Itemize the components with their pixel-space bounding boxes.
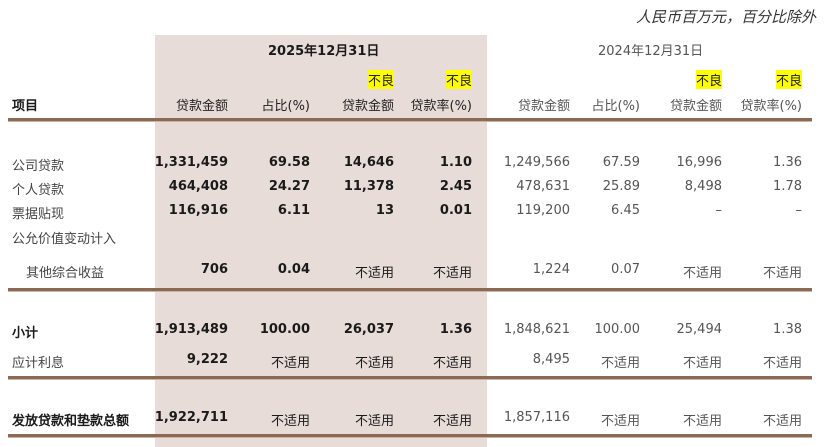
table-cell: 9,222 [186,352,228,367]
table-cell: 100.00 [594,322,641,337]
table-cell: 8,495 [532,352,570,367]
header-col: 占比(%) [261,99,311,114]
table-cell: 24.27 [268,179,310,194]
table-cell: 16,996 [676,155,723,170]
table-cell: 1.78 [773,179,802,194]
subtotal-rule [8,376,812,380]
table-cell: 0.07 [611,262,640,277]
table-cell: 2.45 [439,179,472,194]
table-cell: 1.10 [439,155,472,170]
row-label: 发放贷款和垫款总额 [12,414,130,429]
table-cell: 不适用 [432,356,472,371]
header-col: 贷款金额 [517,99,570,114]
header-item: 项目 [12,99,39,114]
table-cell: 25.89 [602,179,640,194]
table-cell: 不适用 [354,266,394,281]
table-cell: 1,331,459 [154,155,228,170]
table-cell: 不适用 [600,414,640,429]
table-cell: 0.04 [277,262,310,277]
header-col: 贷款金额 [341,99,394,114]
table-cell: 不适用 [762,414,802,429]
table-cell: 不适用 [354,414,394,429]
header-col: 贷款金额 [175,99,228,114]
section-rule [8,288,812,292]
table-cell: 不适用 [682,266,722,281]
header-rule [8,118,812,122]
table-cell: 不适用 [682,356,722,371]
table-cell: 26,037 [343,322,394,337]
table-cell: 不适用 [762,356,802,371]
total-rule [8,434,812,438]
table-cell: 1,224 [532,262,570,277]
table-cell: 6.11 [277,203,310,218]
row-label: 公司贷款 [12,159,65,174]
row-label: 小计 [12,326,39,341]
row-label: 个人贷款 [12,183,65,198]
table-cell: 119,200 [516,203,570,218]
table-cell: 不适用 [270,414,310,429]
table-cell: 14,646 [343,155,394,170]
table-cell: 116,916 [168,203,228,218]
table-cell: 1,249,566 [503,155,570,170]
table-cell: 1.36 [773,155,802,170]
table-cell: 0.01 [439,203,472,218]
table-cell: 1,857,116 [503,410,570,425]
period-2024: 2024年12月31日 [598,44,704,59]
header-col: 贷款率(%) [410,99,473,114]
table-cell: 6.45 [611,203,640,218]
table-cell: 478,631 [516,179,570,194]
row-label: 公允价值变动计入 [12,232,117,247]
table-cell: 1,848,621 [503,322,570,337]
table-cell: 不适用 [762,266,802,281]
row-label: 其他综合收益 [26,266,105,281]
npl-label: 不良 [445,70,472,89]
table-cell: – [795,203,803,218]
table-cell: 1.38 [773,322,802,337]
header-col: 占比(%) [591,99,641,114]
header-col: 贷款金额 [669,99,722,114]
table-cell: 不适用 [354,356,394,371]
header-col: 贷款率(%) [740,99,803,114]
table-cell: 8,498 [684,179,722,194]
table-cell: 1.36 [439,322,472,337]
npl-label: 不良 [775,70,802,89]
npl-label: 不良 [367,70,394,89]
table-cell: 100.00 [259,322,310,337]
row-label: 票据贴现 [12,207,65,222]
table-cell: 464,408 [168,179,228,194]
period-2025: 2025年12月31日 [268,44,380,59]
npl-label: 不良 [695,70,722,89]
row-label: 应计利息 [12,356,65,371]
table-cell: 11,378 [343,179,394,194]
unit-note: 人民币百万元，百分比除外 [635,8,816,26]
table-cell: 13 [375,203,394,218]
table-cell: 69.58 [268,155,310,170]
table-cell: 不适用 [600,356,640,371]
table-cell: 1,913,489 [154,322,228,337]
table-cell: 1,922,711 [154,410,228,425]
table-cell: 不适用 [432,266,472,281]
table-cell: 706 [200,262,228,277]
table-cell: 67.59 [602,155,640,170]
table-cell: – [715,203,723,218]
table-cell: 25,494 [676,322,723,337]
table-cell: 不适用 [270,356,310,371]
table-cell: 不适用 [682,414,722,429]
table-cell: 不适用 [432,414,472,429]
